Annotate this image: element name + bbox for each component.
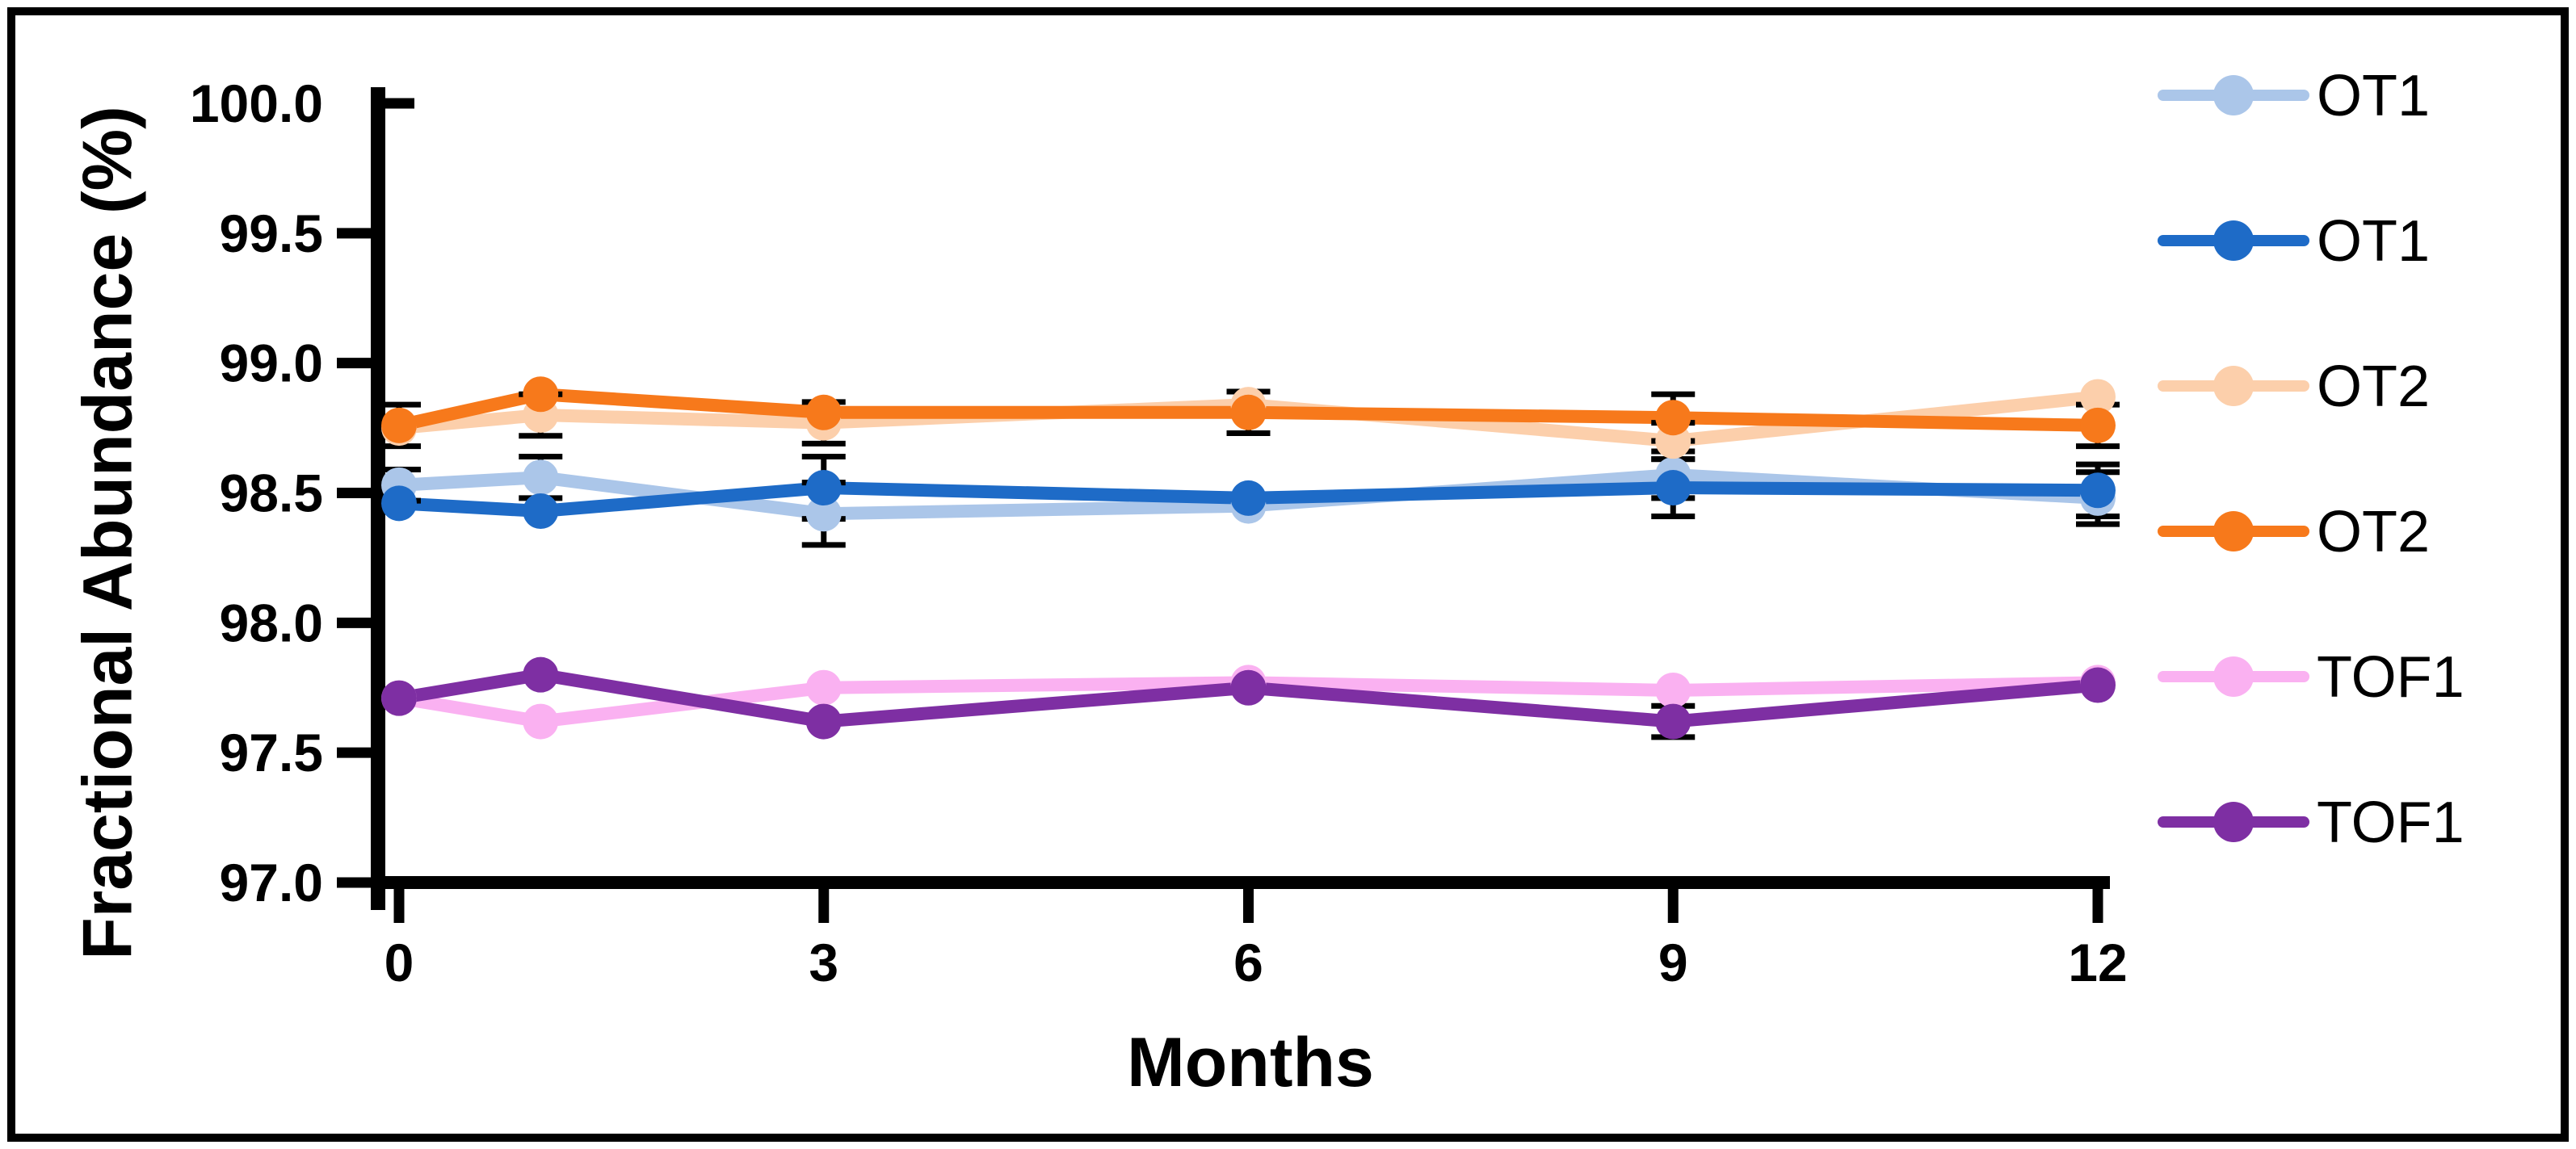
y-tick-label-99.5: 99.5 (220, 203, 323, 263)
x-axis-title: Months (1127, 1024, 1374, 1101)
legend-entry-TOF1-4: TOF1 (2158, 645, 2465, 710)
series-line-OT2-3 (393, 388, 2104, 432)
marker-OT1-1-m0 (381, 485, 417, 522)
marker-OT1-0-m3 (805, 496, 842, 532)
marker-OT2-3-m3 (805, 394, 842, 430)
marker-OT2-3-m6 (1230, 394, 1267, 430)
legend-swatch-marker (2213, 75, 2254, 115)
figure-border (7, 7, 2569, 1142)
y-tick-label-100.0: 100.0 (190, 73, 323, 133)
plot-series (377, 376, 2120, 740)
legend-entry-OT1-0: OT1 (2158, 64, 2430, 128)
y-axis-title: Fractional Abundance (%) (69, 106, 147, 960)
legend-label-OT2-2: OT2 (2317, 354, 2430, 419)
series-line-OT1-0 (393, 468, 2104, 521)
legend-swatch-marker (2213, 802, 2254, 842)
legend-label-TOF1-4: TOF1 (2317, 645, 2465, 710)
legend-label-TOF1-5: TOF1 (2317, 790, 2465, 855)
x-tick-label-6: 6 (1233, 933, 1263, 992)
x-tick-label-3: 3 (809, 933, 838, 992)
marker-TOF1-5-m9 (1655, 703, 1691, 740)
marker-OT2-2-m12 (2080, 379, 2116, 415)
marker-OT2-3-m0 (381, 407, 417, 443)
marker-TOF1-5-m12 (2080, 667, 2116, 703)
legend-label-OT1-0: OT1 (2317, 64, 2430, 128)
axes: 100.0 99.5 99.0 98.5 98.0 97.5 97.0 0 3 6 9 12 (190, 73, 2128, 992)
y-tick-label-97.5: 97.5 (220, 723, 323, 782)
marker-OT2-3-m12 (2080, 407, 2116, 443)
legend: OT1 OT1 OT2 OT2 TOF1 TOF1 (2158, 64, 2465, 855)
x-tick-label-0: 0 (385, 933, 414, 992)
marker-OT1-1-m3 (805, 470, 842, 506)
marker-OT1-1-m6 (1230, 480, 1267, 516)
legend-swatch-marker (2213, 656, 2254, 697)
marker-OT2-3-m1 (523, 376, 559, 413)
legend-label-OT1-1: OT1 (2317, 209, 2430, 274)
legend-entry-OT2-2: OT2 (2158, 354, 2430, 419)
marker-TOF1-5-m6 (1230, 669, 1267, 706)
legend-swatch-marker (2213, 366, 2254, 406)
legend-swatch-marker (2213, 220, 2254, 261)
y-tick-label-97.0: 97.0 (220, 853, 323, 912)
series-line-OT1-1 (393, 481, 2104, 518)
marker-TOF1-4-m9 (1655, 672, 1691, 708)
marker-TOF1-5-m0 (381, 680, 417, 716)
marker-OT2-3-m9 (1655, 400, 1691, 436)
marker-TOF1-4-m1 (523, 703, 559, 740)
x-tick-label-12: 12 (2068, 933, 2127, 992)
legend-entry-OT2-3: OT2 (2158, 500, 2430, 564)
marker-OT1-0-m1 (523, 459, 559, 496)
series-line-TOF1-5 (393, 668, 2104, 728)
legend-swatch-marker (2213, 511, 2254, 551)
legend-label-OT2-3: OT2 (2317, 500, 2430, 564)
marker-TOF1-4-m3 (805, 669, 842, 706)
marker-TOF1-5-m1 (523, 656, 559, 693)
legend-entry-TOF1-5: TOF1 (2158, 790, 2465, 855)
y-tick-label-98.5: 98.5 (220, 463, 323, 522)
marker-TOF1-5-m3 (805, 703, 842, 740)
y-tick-label-98.0: 98.0 (220, 593, 323, 652)
y-tick-label-99.0: 99.0 (220, 333, 323, 393)
x-tick-label-9: 9 (1658, 933, 1688, 992)
marker-OT1-1-m1 (523, 493, 559, 530)
marker-OT1-1-m9 (1655, 470, 1691, 506)
marker-OT1-1-m12 (2080, 472, 2116, 509)
series-line-TOF1-4 (393, 676, 2104, 728)
legend-entry-OT1-1: OT1 (2158, 209, 2430, 274)
